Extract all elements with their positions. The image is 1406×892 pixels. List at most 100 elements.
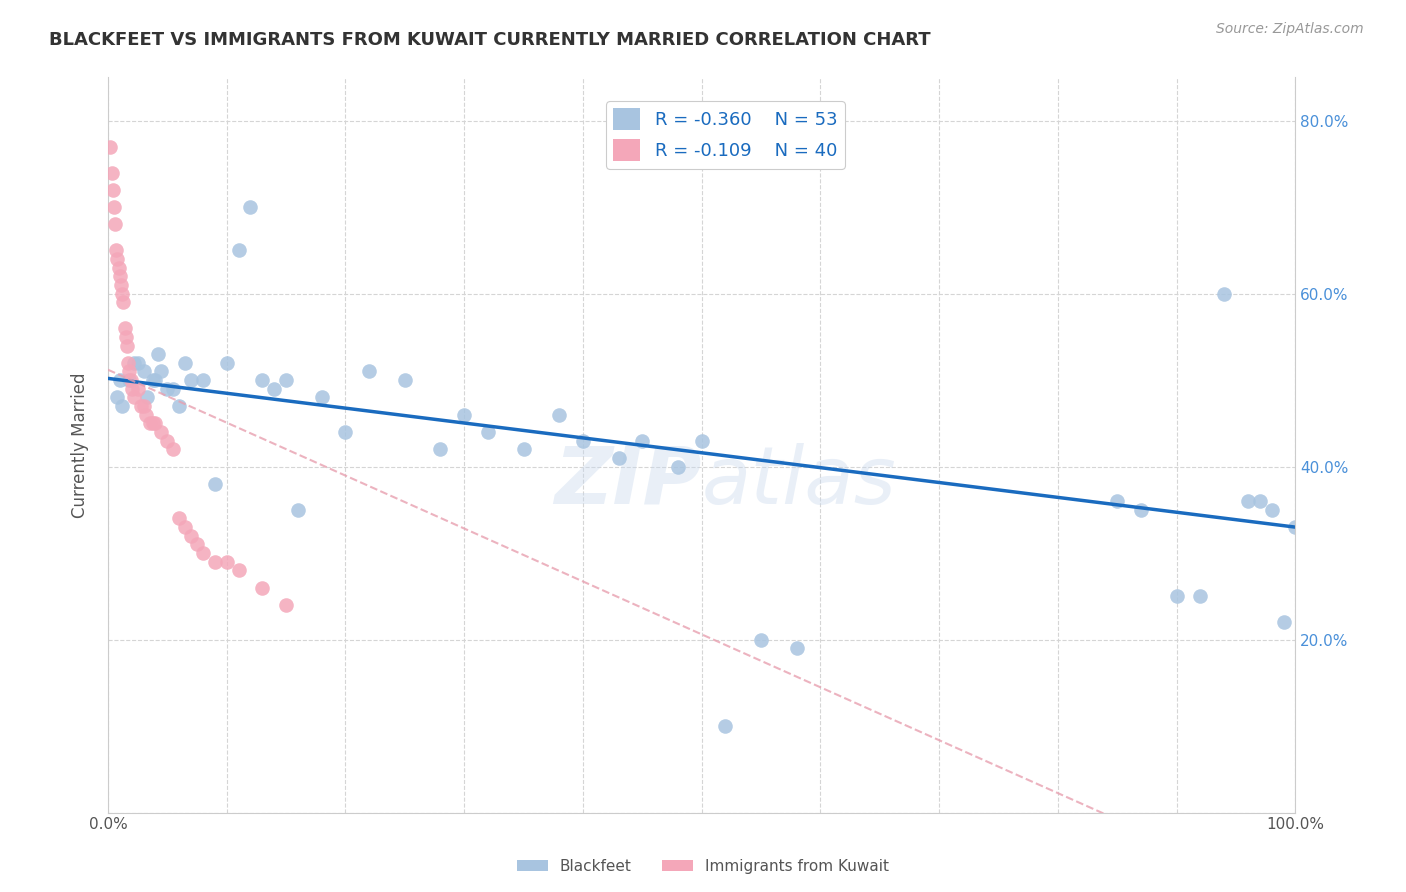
Point: [453, 408, 475, 422]
Point: [162, 442, 184, 457]
Point: [108, 269, 131, 284]
Point: [110, 278, 132, 293]
Point: [572, 434, 595, 448]
Point: [1130, 503, 1153, 517]
Point: [121, 382, 143, 396]
Point: [167, 511, 190, 525]
Point: [1237, 494, 1260, 508]
Point: [118, 373, 141, 387]
Point: [122, 391, 145, 405]
Point: [145, 417, 167, 431]
Text: ZIP: ZIP: [554, 442, 702, 521]
Point: [1284, 520, 1306, 534]
Point: [142, 373, 165, 387]
Point: [122, 356, 145, 370]
Point: [394, 373, 416, 387]
Point: [252, 373, 274, 387]
Point: [666, 459, 689, 474]
Point: [228, 563, 250, 577]
Point: [132, 364, 155, 378]
Point: [287, 503, 309, 517]
Point: [107, 260, 129, 275]
Point: [115, 338, 138, 352]
Point: [142, 417, 165, 431]
Point: [104, 218, 127, 232]
Point: [335, 425, 357, 439]
Point: [180, 373, 202, 387]
Point: [127, 382, 149, 396]
Point: [129, 399, 152, 413]
Point: [167, 399, 190, 413]
Point: [107, 391, 129, 405]
Point: [690, 434, 713, 448]
Legend: R = -0.360    N = 53, R = -0.109    N = 40: R = -0.360 N = 53, R = -0.109 N = 40: [606, 101, 845, 169]
Point: [359, 364, 381, 378]
Point: [749, 632, 772, 647]
Point: [111, 399, 134, 413]
Point: [101, 183, 124, 197]
Point: [274, 373, 297, 387]
Point: [108, 373, 131, 387]
Point: [274, 598, 297, 612]
Point: [786, 641, 808, 656]
Point: [215, 356, 238, 370]
Point: [103, 200, 125, 214]
Point: [429, 442, 451, 457]
Point: [156, 382, 179, 396]
Point: [100, 165, 122, 179]
Point: [98, 139, 121, 153]
Point: [174, 520, 197, 534]
Y-axis label: Currently Married: Currently Married: [72, 372, 89, 517]
Text: atlas: atlas: [702, 442, 897, 521]
Point: [311, 391, 333, 405]
Text: BLACKFEET VS IMMIGRANTS FROM KUWAIT CURRENTLY MARRIED CORRELATION CHART: BLACKFEET VS IMMIGRANTS FROM KUWAIT CURR…: [49, 31, 931, 49]
Point: [127, 356, 149, 370]
Point: [228, 244, 250, 258]
Point: [107, 252, 129, 266]
Point: [138, 417, 160, 431]
Point: [204, 476, 226, 491]
Point: [174, 356, 197, 370]
Point: [120, 373, 142, 387]
Legend: Blackfeet, Immigrants from Kuwait: Blackfeet, Immigrants from Kuwait: [510, 853, 896, 880]
Point: [607, 450, 630, 465]
Point: [512, 442, 534, 457]
Point: [105, 244, 128, 258]
Point: [111, 286, 134, 301]
Point: [1260, 503, 1282, 517]
Point: [1272, 615, 1295, 630]
Point: [477, 425, 499, 439]
Point: [180, 529, 202, 543]
Point: [112, 295, 135, 310]
Point: [135, 408, 157, 422]
Point: [548, 408, 571, 422]
Point: [263, 382, 285, 396]
Point: [150, 364, 173, 378]
Point: [191, 373, 214, 387]
Point: [215, 555, 238, 569]
Point: [252, 581, 274, 595]
Point: [114, 330, 136, 344]
Point: [1166, 590, 1188, 604]
Point: [239, 200, 262, 214]
Point: [1107, 494, 1129, 508]
Point: [186, 537, 208, 551]
Point: [1189, 590, 1212, 604]
Point: [117, 356, 139, 370]
Point: [191, 546, 214, 560]
Point: [631, 434, 654, 448]
Point: [132, 399, 155, 413]
Text: Source: ZipAtlas.com: Source: ZipAtlas.com: [1216, 22, 1364, 37]
Point: [714, 719, 737, 733]
Point: [162, 382, 184, 396]
Point: [136, 391, 159, 405]
Point: [156, 434, 179, 448]
Point: [1213, 286, 1236, 301]
Point: [146, 347, 169, 361]
Point: [145, 373, 167, 387]
Point: [114, 321, 136, 335]
Point: [204, 555, 226, 569]
Point: [150, 425, 173, 439]
Point: [118, 364, 141, 378]
Point: [1249, 494, 1271, 508]
